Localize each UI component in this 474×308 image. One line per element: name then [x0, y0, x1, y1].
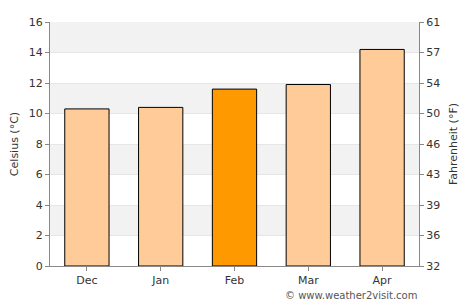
- svg-text:10: 10: [29, 107, 43, 120]
- svg-text:Feb: Feb: [225, 274, 244, 287]
- svg-text:Celsius (°C): Celsius (°C): [8, 112, 21, 176]
- svg-text:32: 32: [426, 260, 440, 273]
- svg-text:4: 4: [36, 199, 43, 212]
- svg-text:12: 12: [29, 77, 43, 90]
- svg-text:Fahrenheit (°F): Fahrenheit (°F): [447, 103, 460, 185]
- svg-text:39: 39: [426, 199, 440, 212]
- svg-text:36: 36: [426, 229, 440, 242]
- svg-text:Apr: Apr: [373, 274, 393, 287]
- svg-text:61: 61: [426, 16, 440, 29]
- svg-text:Mar: Mar: [298, 274, 319, 287]
- svg-text:© www.weather2visit.com: © www.weather2visit.com: [285, 290, 417, 301]
- svg-text:0: 0: [36, 260, 43, 273]
- svg-text:6: 6: [36, 168, 43, 181]
- svg-text:43: 43: [426, 168, 440, 181]
- svg-text:Jan: Jan: [151, 274, 169, 287]
- svg-text:Dec: Dec: [76, 274, 97, 287]
- svg-text:57: 57: [426, 46, 440, 59]
- svg-text:46: 46: [426, 138, 440, 151]
- svg-text:16: 16: [29, 16, 43, 29]
- svg-text:8: 8: [36, 138, 43, 151]
- svg-text:54: 54: [426, 77, 440, 90]
- svg-text:50: 50: [426, 107, 440, 120]
- svg-text:14: 14: [29, 46, 43, 59]
- svg-text:2: 2: [36, 229, 43, 242]
